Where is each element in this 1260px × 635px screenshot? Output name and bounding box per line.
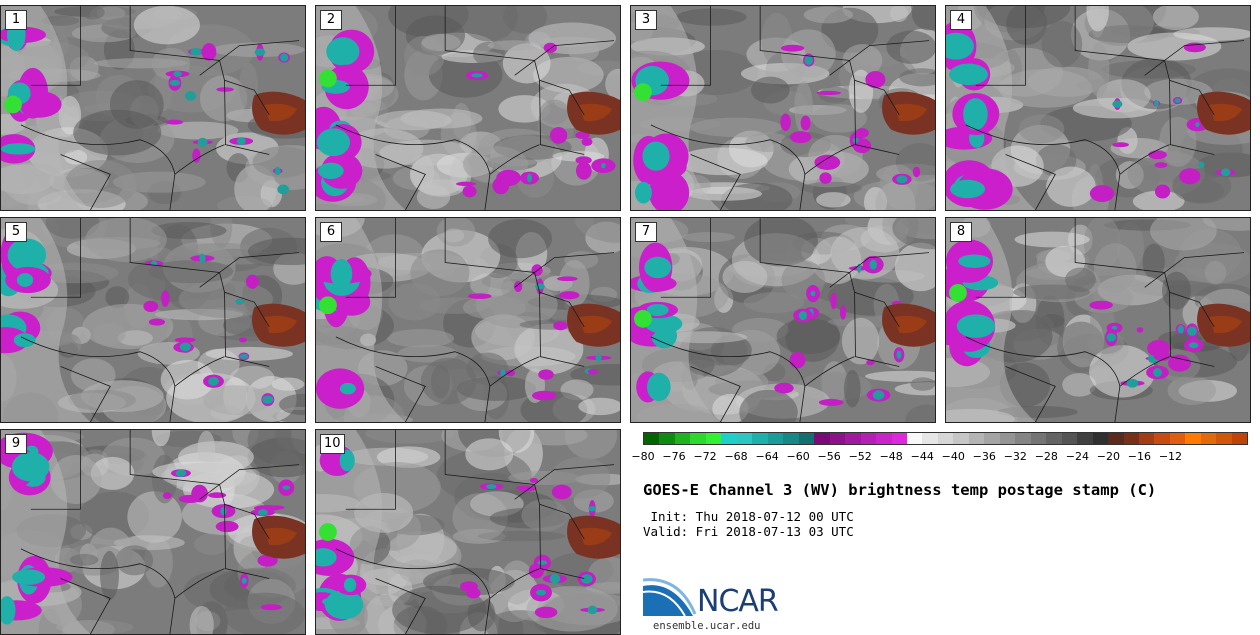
panel-number: 7	[635, 222, 657, 242]
figure-title: GOES-E Channel 3 (WV) brightness temp po…	[643, 481, 1157, 499]
colorbar-segment	[1185, 433, 1201, 444]
colorbar-segment	[798, 433, 815, 444]
panel-number: 1	[5, 10, 27, 30]
water-vapor-map	[316, 6, 620, 210]
postage-stamp-panel: 1	[0, 5, 306, 211]
colorbar-segment	[1216, 433, 1232, 444]
colorbar-segment	[1200, 433, 1217, 444]
colorbar-tick-label: −68	[724, 450, 748, 463]
colorbar-tick-label: −80	[631, 450, 655, 463]
colorbar-tick-label: −56	[817, 450, 841, 463]
colorbar-segment	[906, 433, 923, 444]
colorbar-tick-label: −20	[1096, 450, 1120, 463]
colorbar-segment	[814, 433, 830, 444]
postage-stamp-panel: 2	[315, 5, 621, 211]
colorbar-segment	[1108, 433, 1124, 444]
colorbar-segment	[1015, 433, 1031, 444]
colorbar-tick-label: −36	[972, 450, 996, 463]
water-vapor-map	[1, 430, 305, 634]
colorbar-segment	[644, 433, 660, 444]
postage-stamp-panel: 10	[315, 429, 621, 635]
colorbar-segment	[829, 433, 846, 444]
panel-number: 5	[5, 222, 27, 242]
colorbar-tick-label: −76	[662, 450, 686, 463]
colorbar-segment	[860, 433, 877, 444]
colorbar-segment	[876, 433, 892, 444]
panel-number: 3	[635, 10, 657, 30]
panel-number: 9	[5, 434, 27, 454]
colorbar-segment	[721, 433, 737, 444]
colorbar-tick-label: −24	[1065, 450, 1089, 463]
colorbar-segment	[1061, 433, 1078, 444]
colorbar-segment	[1030, 433, 1047, 444]
colorbar-tick-label: −16	[1127, 450, 1152, 463]
water-vapor-map	[946, 218, 1250, 422]
colorbar-segment	[674, 433, 691, 444]
logo-url: ensemble.ucar.edu	[653, 620, 761, 632]
colorbar-segment	[937, 433, 954, 444]
colorbar-tick-label: −52	[848, 450, 872, 463]
init-time: Init: Thu 2018-07-12 00 UTC	[643, 509, 854, 524]
colorbar-tick-label: −60	[786, 450, 810, 463]
colorbar-segment	[1169, 433, 1186, 444]
colorbar-tick-label: −48	[879, 450, 903, 463]
colorbar-segment	[690, 433, 706, 444]
colorbar-segment	[705, 433, 722, 444]
postage-stamp-panel: 9	[0, 429, 306, 635]
water-vapor-map	[316, 218, 620, 422]
water-vapor-map	[316, 430, 620, 634]
panel-number: 6	[320, 222, 342, 242]
water-vapor-map	[946, 6, 1250, 210]
colorbar-segment	[953, 433, 969, 444]
colorbar-segment	[783, 433, 799, 444]
colorbar-segment	[659, 433, 675, 444]
postage-stamp-panel: 6	[315, 217, 621, 423]
postage-stamp-panel: 8	[945, 217, 1251, 423]
colorbar-tick-label: −28	[1034, 450, 1058, 463]
postage-stamp-panel: 3	[630, 5, 936, 211]
water-vapor-map	[631, 218, 935, 422]
colorbar-segment	[1231, 433, 1248, 444]
colorbar-segment	[1092, 433, 1109, 444]
colorbar-segment	[922, 433, 938, 444]
colorbar-segment	[752, 433, 768, 444]
postage-stamp-panel: 5	[0, 217, 306, 423]
colorbar-segment	[736, 433, 753, 444]
colorbar-tick-label: −72	[693, 450, 717, 463]
colorbar-segment	[984, 433, 1000, 444]
colorbar-tick-label: −12	[1158, 450, 1183, 463]
colorbar-segment	[1139, 433, 1155, 444]
panel-number: 2	[320, 10, 342, 30]
colorbar-segment	[1046, 433, 1062, 444]
postage-stamp-panel: 4	[945, 5, 1251, 211]
water-vapor-map	[1, 218, 305, 422]
colorbar-tick-label: −44	[910, 450, 934, 463]
panel-number: 8	[950, 222, 972, 242]
colorbar	[643, 432, 1248, 445]
panel-number: 10	[320, 434, 345, 454]
colorbar-tick-labels: −80 −76 −72 −68 −64 −60 −56 −52 −48 −44 −40 −36 −32−…	[631, 450, 1248, 466]
colorbar-segment	[1154, 433, 1170, 444]
colorbar-tick-label: −64	[755, 450, 779, 463]
colorbar-tick-label: −40	[941, 450, 965, 463]
colorbar-segment	[1077, 433, 1093, 444]
colorbar-tick-label: −32	[1003, 450, 1027, 463]
valid-time: Valid: Fri 2018-07-13 03 UTC	[643, 524, 854, 539]
colorbar-segment	[968, 433, 985, 444]
colorbar-segment	[767, 433, 784, 444]
water-vapor-map	[631, 6, 935, 210]
colorbar-segment	[845, 433, 861, 444]
colorbar-segment	[1123, 433, 1139, 444]
water-vapor-map	[1, 6, 305, 210]
postage-stamp-panel: 7	[630, 217, 936, 423]
colorbar-segment	[999, 433, 1016, 444]
ncar-logo-icon	[643, 578, 697, 617]
panel-number: 4	[950, 10, 972, 30]
colorbar-segment	[891, 433, 907, 444]
logo-wordmark: NCAR	[697, 584, 779, 619]
